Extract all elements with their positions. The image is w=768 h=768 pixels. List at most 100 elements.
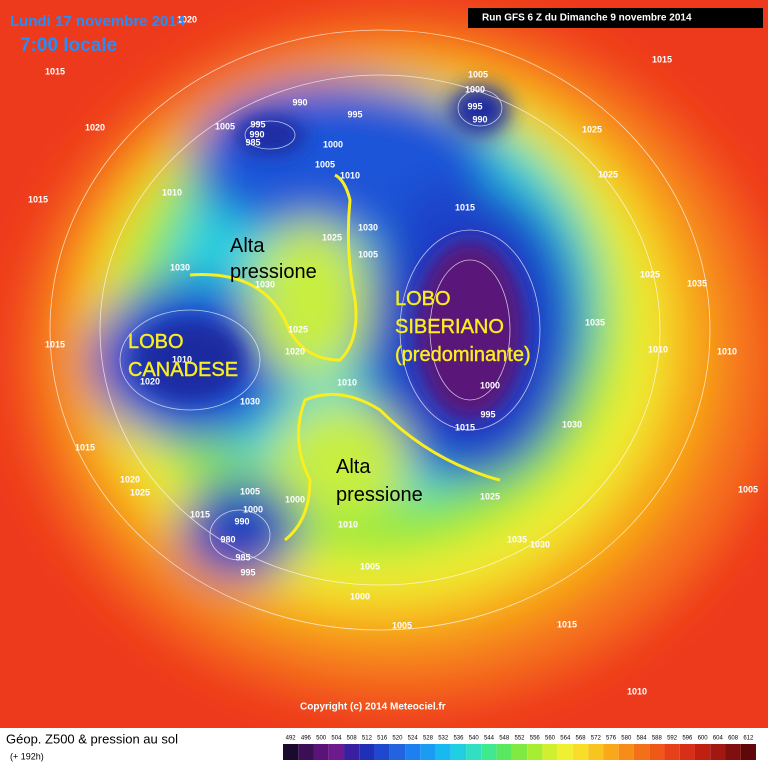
legend-swatch — [405, 744, 421, 760]
legend-swatch — [481, 744, 497, 760]
legend-swatch — [710, 744, 726, 760]
isobar-label: 1010 — [648, 344, 668, 354]
isobar-label: 1030 — [255, 279, 275, 289]
isobar-label: 1015 — [190, 509, 210, 519]
isobar-label: 995 — [240, 567, 255, 577]
annotation: LOBO SIBERIANO (predominante) — [395, 288, 531, 366]
legend-swatch — [374, 744, 390, 760]
isobar-label: 1035 — [507, 534, 527, 544]
annotation: LOBO CANADESE — [128, 331, 238, 381]
annotation-line: pressione — [230, 261, 317, 283]
legend-label: 492 — [286, 736, 297, 742]
isobar-label: 990 — [249, 129, 264, 139]
legend-label: 504 — [331, 736, 342, 742]
legend-label: 612 — [743, 736, 754, 742]
annotation: Alta pressione — [336, 456, 423, 506]
legend-swatch — [618, 744, 634, 760]
isobar-label: 1025 — [322, 232, 342, 242]
isobar-label: 995 — [347, 109, 362, 119]
isobar-label: 1030 — [530, 539, 550, 549]
legend-label: 556 — [530, 736, 541, 742]
isobar-label: 1015 — [45, 339, 65, 349]
isobar-label: 1020 — [85, 122, 105, 132]
isobar-label: 1030 — [562, 419, 582, 429]
legend-swatch — [496, 744, 512, 760]
copyright: Copyright (c) 2014 Meteociel.fr — [300, 702, 446, 713]
isobar-label: 1015 — [45, 66, 65, 76]
isobar-label: 985 — [245, 137, 260, 147]
legend-label: 592 — [667, 736, 678, 742]
isobar-label: 980 — [220, 534, 235, 544]
legend-label: 596 — [682, 736, 693, 742]
legend-label: 540 — [469, 736, 480, 742]
field — [0, 0, 768, 728]
isobar-label: 1015 — [75, 442, 95, 452]
annotation: Alta pressione — [230, 235, 317, 283]
legend-label: 576 — [606, 736, 617, 742]
isobar-label: 990 — [472, 114, 487, 124]
annotation-line: LOBO — [395, 288, 451, 310]
isobar-label: 1025 — [480, 491, 500, 501]
isobar-label: 1005 — [738, 484, 758, 494]
legend-swatch — [527, 744, 543, 760]
isobar-label: 1010 — [627, 686, 647, 696]
isobar-label: 985 — [235, 552, 250, 562]
isobar-label: 1030 — [358, 222, 378, 232]
legend-swatch — [542, 744, 558, 760]
legend-label: 512 — [362, 736, 373, 742]
isobar-label: 1020 — [120, 474, 140, 484]
legend-swatch — [328, 744, 345, 760]
isobar-label: 1000 — [285, 494, 305, 504]
legend-swatch — [603, 744, 619, 760]
run-box — [468, 8, 763, 28]
legend-label: 508 — [347, 736, 358, 742]
isobar-label: 1015 — [455, 422, 475, 432]
isobar-label: 1000 — [243, 504, 263, 514]
legend-label: 600 — [698, 736, 709, 742]
legend-label: 560 — [545, 736, 556, 742]
annotation-line: (predominante) — [395, 344, 531, 366]
legend-label: 572 — [591, 736, 602, 742]
legend-swatch — [313, 744, 329, 760]
isobar-label: 1005 — [360, 561, 380, 571]
legend-label: 568 — [576, 736, 587, 742]
legend-label: 608 — [728, 736, 739, 742]
date: Lundi 17 novembre 2014 — [10, 13, 186, 30]
isobar-label: 1000 — [323, 139, 343, 149]
legend-swatch — [633, 744, 650, 760]
isobar-label: 1005 — [468, 69, 488, 79]
legend-label: 564 — [560, 736, 571, 742]
legend-swatch — [283, 744, 299, 760]
isobar-label: 1010 — [172, 354, 192, 364]
legend-label: 516 — [377, 736, 388, 742]
legend-swatch — [298, 744, 314, 760]
legend-swatch — [572, 744, 589, 760]
annotations: Alta pressione LOBO CANADESE LOBO SIBERIANO… — [128, 235, 531, 506]
isobar-label: 995 — [467, 101, 482, 111]
legend-swatch — [450, 744, 467, 760]
legend-swatch — [511, 744, 528, 760]
legend-swatch — [557, 744, 573, 760]
annotation-line: LOBO — [128, 331, 184, 353]
isobar-label: 1035 — [687, 278, 707, 288]
legend-label: 532 — [438, 736, 449, 742]
isobar-label: 1020 — [140, 376, 160, 386]
isobar-label: 1000 — [350, 591, 370, 601]
isobar-label: 1005 — [315, 159, 335, 169]
legend-label: 584 — [637, 736, 648, 742]
isobar-label: 1000 — [480, 380, 500, 390]
isobar-label: 1030 — [240, 396, 260, 406]
legend-label: 536 — [453, 736, 464, 742]
legend-label: 524 — [408, 736, 419, 742]
legend-label: 520 — [392, 736, 403, 742]
isobar-label: 990 — [234, 516, 249, 526]
isobar-label: 1020 — [285, 346, 305, 356]
isobar-label: 1015 — [28, 194, 48, 204]
isobar-label: 1020 — [177, 14, 197, 24]
annotation-line: Alta — [336, 456, 371, 478]
isobar-label: 1010 — [162, 187, 182, 197]
legend-label: 588 — [652, 736, 663, 742]
annotation-line: SIBERIANO — [395, 316, 504, 338]
isobar-label: 995 — [480, 409, 495, 419]
